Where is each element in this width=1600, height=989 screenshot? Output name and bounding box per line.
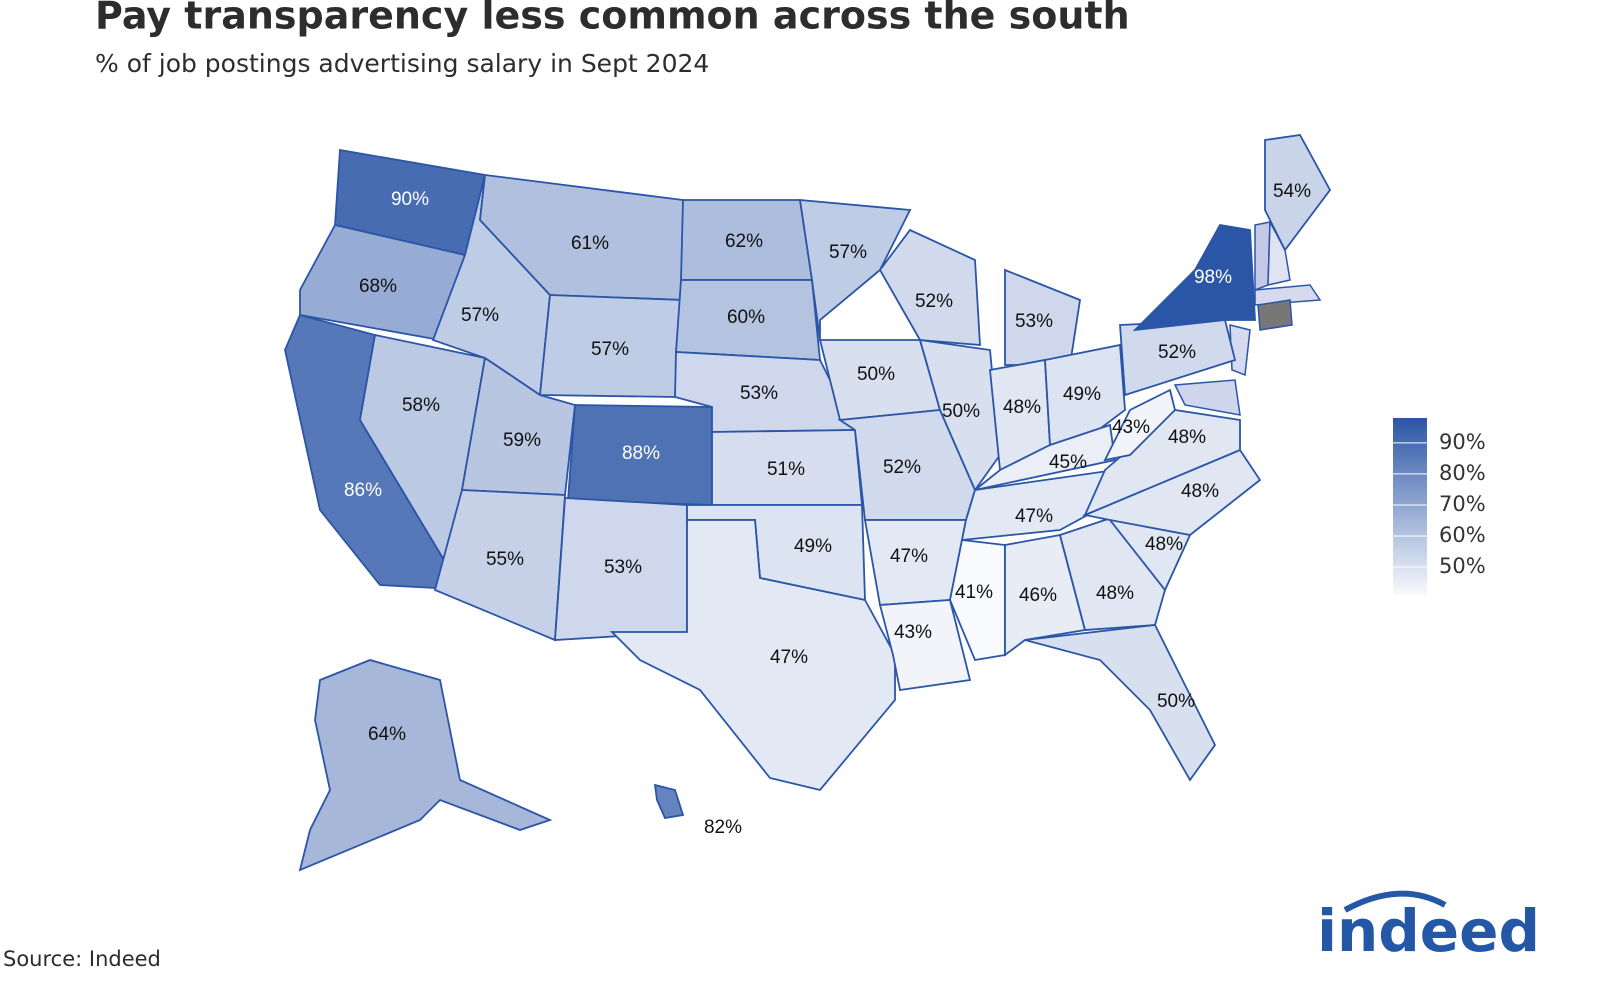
data-label: 53% — [604, 557, 642, 578]
data-label: 90% — [391, 189, 429, 210]
data-label: 61% — [571, 233, 609, 254]
data-label: 43% — [1112, 417, 1150, 438]
data-label: 46% — [1019, 585, 1057, 606]
data-label: 57% — [591, 339, 629, 360]
legend: 50% 60% 70% 80% 90% — [1393, 418, 1486, 595]
state — [299, 223, 467, 342]
data-label: 98% — [1194, 267, 1232, 288]
data-label: 60% — [727, 307, 765, 328]
state — [1024, 624, 1217, 782]
data-label: 62% — [725, 231, 763, 252]
state-shape — [1173, 379, 1241, 416]
colorbar-tick-label: 90% — [1439, 430, 1486, 454]
state — [1132, 224, 1256, 332]
data-label: 48% — [1181, 481, 1219, 502]
data-label: 41% — [955, 582, 993, 603]
data-label: 57% — [461, 305, 499, 326]
state — [298, 659, 553, 872]
state — [1264, 134, 1332, 252]
data-label: 48% — [1096, 583, 1134, 604]
small-states — [1173, 219, 1322, 416]
state — [653, 783, 685, 820]
data-label: 50% — [857, 364, 895, 385]
data-label: 64% — [368, 724, 406, 745]
data-label: 57% — [829, 242, 867, 263]
data-label: 52% — [1158, 342, 1196, 363]
data-label: 59% — [503, 430, 541, 451]
colorbar — [1393, 418, 1427, 595]
state-shape — [1254, 284, 1322, 306]
data-label: 48% — [1003, 397, 1041, 418]
data-label: 82% — [704, 817, 742, 838]
data-label: 45% — [1049, 452, 1087, 473]
data-label: 48% — [1145, 534, 1183, 555]
data-label: 49% — [1063, 384, 1101, 405]
data-label: 53% — [1015, 311, 1053, 332]
data-label: 55% — [486, 549, 524, 570]
chart-subtitle: % of job postings advertising salary in … — [95, 49, 709, 78]
colorbar-tick-label: 50% — [1439, 554, 1486, 578]
data-label: 86% — [344, 480, 382, 501]
data-label: 47% — [1015, 506, 1053, 527]
data-label: 54% — [1273, 181, 1311, 202]
data-label: 88% — [622, 443, 660, 464]
data-label: 50% — [942, 401, 980, 422]
data-label: 47% — [770, 647, 808, 668]
data-label: 43% — [894, 622, 932, 643]
state — [918, 338, 1001, 492]
state — [1103, 388, 1176, 462]
state — [878, 228, 981, 346]
colorbar-tick-label: 60% — [1439, 523, 1486, 547]
data-label: 52% — [883, 457, 921, 478]
state — [974, 423, 1117, 491]
map: 90% 68% 86% 58% 57% 61% 57% 59% 88% 55% 53% 62% 60% 5… — [284, 134, 1332, 872]
data-label: 58% — [402, 395, 440, 416]
chart-title: Pay transparency less common across the … — [95, 0, 1130, 38]
data-label: 47% — [890, 546, 928, 567]
data-label: 48% — [1168, 427, 1206, 448]
data-label: 49% — [794, 536, 832, 557]
state — [460, 356, 576, 496]
data-label: 51% — [767, 459, 805, 480]
state — [1004, 533, 1087, 657]
state — [1044, 343, 1126, 447]
state — [798, 198, 912, 341]
source: Source: Indeed — [3, 947, 161, 971]
colorbar-tick-label: 80% — [1439, 461, 1486, 485]
data-label: 68% — [359, 276, 397, 297]
data-label: 53% — [740, 383, 778, 404]
colorbar-tick-label: 70% — [1439, 492, 1486, 516]
data-label: 50% — [1157, 691, 1195, 712]
state — [878, 599, 972, 692]
state-shape — [1257, 299, 1293, 331]
data-label: 52% — [915, 291, 953, 312]
logo-arc — [1343, 890, 1447, 913]
